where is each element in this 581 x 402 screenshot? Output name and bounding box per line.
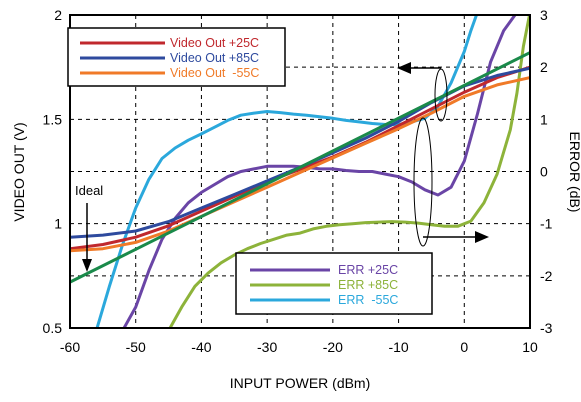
legend-error: ERR +25C ERR +85C ERR -55C	[235, 252, 433, 315]
y-right-tick-label: 3	[540, 7, 548, 23]
y-right-tick-label: -3	[540, 320, 553, 336]
x-tick-label: 10	[522, 339, 538, 355]
annotation-arrow-left-head	[397, 62, 411, 74]
legend-video: Video Out +25C Video Out +85C Video Out …	[67, 27, 286, 87]
series-line-error-0	[122, 15, 517, 328]
annotation-ellipse-error	[413, 117, 433, 247]
legend-label-video-25: Video Out +25C	[170, 36, 259, 50]
y-right-tick-label: 1	[540, 111, 548, 127]
annotation-arrow-right-head	[475, 231, 489, 243]
y-left-tick-label: 0.5	[43, 320, 63, 336]
plot-frame	[69, 14, 531, 329]
y-right-tick-label: 2	[540, 59, 548, 75]
x-tick-label: -50	[126, 339, 146, 355]
series-line-video-2	[70, 76, 530, 253]
series-line-video-0	[70, 65, 530, 251]
legend-error-box	[235, 252, 433, 315]
annotation-ideal-label: Ideal	[75, 183, 103, 198]
annotations: Ideal	[75, 62, 489, 272]
x-tick-label: -40	[191, 339, 211, 355]
legend-label-err-m55: ERR -55C	[338, 293, 398, 307]
y-right-tick-label: -1	[540, 216, 553, 232]
legend-label-err-85: ERR +85C	[338, 278, 398, 292]
legend-video-box	[67, 27, 286, 87]
annotation-ideal-arrow-head	[82, 259, 92, 272]
annotation-ellipse-video	[434, 68, 448, 122]
series-line-error-2	[95, 15, 479, 328]
y-right-tick-label: -2	[540, 268, 553, 284]
series-line-error-1	[168, 15, 530, 328]
y-left-tick-label: 2	[54, 7, 62, 23]
y-left-tick-label: 1	[54, 216, 62, 232]
x-tick-label: 0	[460, 339, 468, 355]
y-left-tick-label: 1.5	[43, 111, 63, 127]
x-axis-label: INPUT POWER (dBm)	[230, 375, 371, 391]
y-left-axis-label: VIDEO OUT (V)	[11, 122, 27, 221]
x-tick-label: -60	[60, 339, 80, 355]
legend-label-video-85: Video Out +85C	[170, 51, 259, 65]
x-tick-label: -20	[323, 339, 343, 355]
series-layer	[70, 15, 530, 328]
y-right-axis-label: ERROR (dB)	[567, 132, 581, 213]
y-right-tick-label: 0	[540, 164, 548, 180]
x-tick-label: -30	[257, 339, 277, 355]
legend-label-video-m55: Video Out -55C	[170, 66, 259, 80]
x-tick-label: -10	[388, 339, 408, 355]
legend-label-err-25: ERR +25C	[338, 263, 398, 277]
series-line-video-3	[70, 51, 530, 284]
